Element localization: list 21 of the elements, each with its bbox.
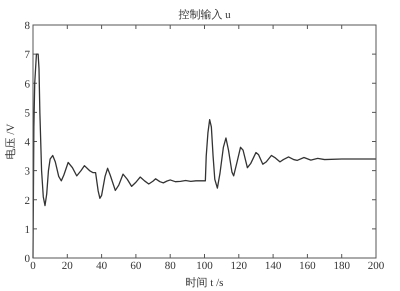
y-tick-label: 5: [24, 107, 30, 120]
y-tick-label: 2: [24, 194, 30, 207]
x-tick-label: 180: [333, 260, 350, 272]
x-tick-label: 160: [299, 260, 316, 272]
x-tick-label: 80: [164, 260, 176, 272]
y-tick-label: 6: [24, 78, 30, 90]
chart-title: 控制输入 u: [178, 8, 232, 21]
x-tick-label: 120: [230, 260, 248, 272]
x-tick-label: 200: [368, 260, 385, 272]
x-tick-label: 40: [96, 260, 108, 272]
x-tick-label: 140: [264, 260, 282, 272]
y-tick-label: 3: [24, 166, 30, 178]
x-tick-label: 20: [62, 260, 74, 272]
y-axis-title: 电压 /V: [4, 124, 17, 160]
y-tick-label: 7: [24, 49, 30, 62]
x-axis-title: 时间 t /s: [186, 276, 224, 289]
y-tick-label: 1: [24, 224, 30, 236]
x-tick-label: 60: [130, 260, 142, 272]
y-tick-label: 8: [24, 20, 30, 32]
x-tick-label: 100: [196, 260, 214, 272]
y-tick-label: 4: [24, 136, 30, 148]
